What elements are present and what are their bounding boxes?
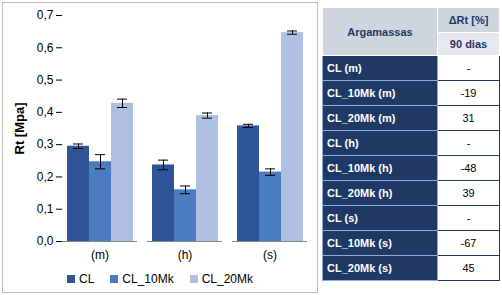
svg-text:Rt [Mpa]: Rt [Mpa]: [12, 103, 27, 155]
svg-text:0,5: 0,5: [37, 73, 54, 87]
svg-text:0,0: 0,0: [37, 234, 54, 248]
html-text:90 dias: 90 dias: [449, 38, 488, 50]
html-text:-67: -67: [460, 237, 477, 249]
html-text:CL_20Mk (s): CL_20Mk (s): [327, 262, 392, 274]
html-text:CL_10Mk: CL_10Mk: [122, 272, 174, 286]
svg-text:0,3: 0,3: [37, 137, 54, 151]
html-text:CL_10Mk (s): CL_10Mk (s): [327, 237, 392, 249]
svg-text:0,2: 0,2: [37, 170, 54, 184]
html-text:-19: -19: [460, 87, 477, 99]
svg-text:0,1: 0,1: [37, 202, 54, 216]
html-text:CL_10Mk (h): CL_10Mk (h): [327, 162, 393, 174]
html-text:ΔRt [%]: ΔRt [%]: [448, 14, 489, 26]
html-text:CL_10Mk (m): CL_10Mk (m): [327, 87, 396, 99]
html-text:CL (m): CL (m): [327, 62, 362, 74]
html-text:45: 45: [462, 262, 475, 274]
html-text:CL_20Mk (m): CL_20Mk (m): [327, 112, 396, 124]
svg-text:(s): (s): [263, 248, 277, 262]
html-text:39: 39: [462, 187, 475, 199]
html-text:CL_20Mk: CL_20Mk: [201, 272, 253, 286]
svg-text:0,4: 0,4: [37, 105, 54, 119]
svg-text:(h): (h): [178, 248, 193, 262]
html-text:31: 31: [462, 112, 475, 124]
svg-text:(m): (m): [91, 248, 109, 262]
html-text:CL (s): CL (s): [327, 212, 358, 224]
html-text:Argamassas: Argamassas: [347, 25, 413, 38]
html-text:CL_20Mk (h): CL_20Mk (h): [327, 187, 393, 199]
svg-text:0,7: 0,7: [37, 8, 54, 22]
svg-text:0,6: 0,6: [37, 41, 54, 55]
html-text:CL: CL: [79, 272, 95, 286]
html-text:-48: -48: [460, 162, 477, 174]
html-text:CL (h): CL (h): [327, 137, 359, 149]
